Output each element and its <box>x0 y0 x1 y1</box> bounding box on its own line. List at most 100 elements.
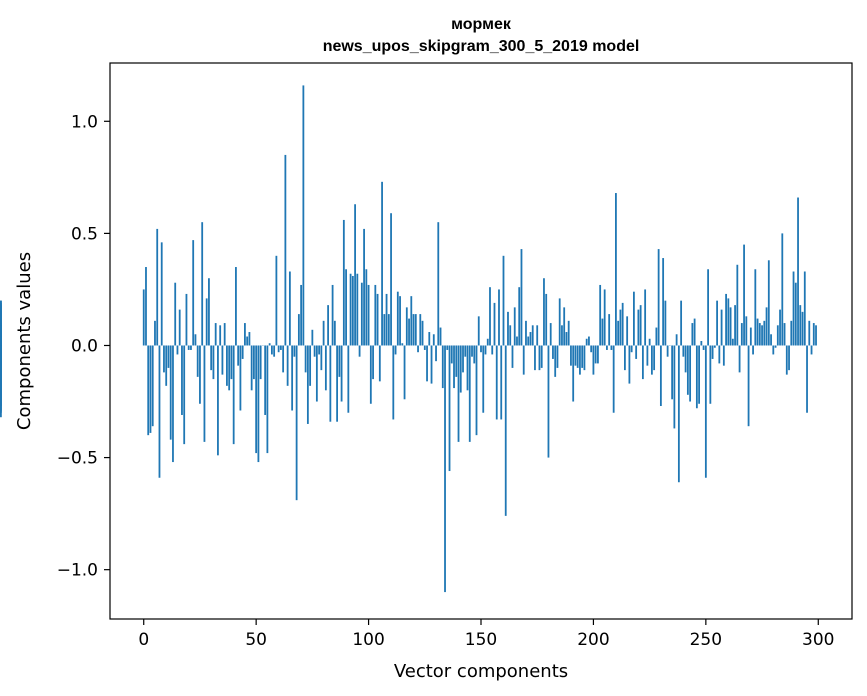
bar <box>563 307 566 346</box>
bar <box>610 345 613 350</box>
bar <box>655 327 658 346</box>
bar <box>199 345 201 404</box>
bar <box>457 345 460 442</box>
bar <box>552 345 554 359</box>
bar <box>808 320 811 346</box>
bar <box>788 345 790 371</box>
bar <box>682 345 685 357</box>
bar <box>208 278 210 346</box>
bar <box>619 309 622 346</box>
bar <box>646 345 649 366</box>
bar <box>671 345 674 400</box>
bar <box>781 233 784 346</box>
bar <box>779 309 781 346</box>
bar <box>756 318 759 346</box>
bar <box>430 345 433 384</box>
bar <box>453 345 455 389</box>
bar <box>244 323 246 346</box>
bar <box>650 345 653 375</box>
x-axis: 0 50 100 150 200 250 300 <box>138 619 834 650</box>
bar <box>214 323 217 346</box>
bar <box>273 345 276 357</box>
bar <box>666 345 669 357</box>
bar <box>691 323 694 346</box>
bar <box>812 323 815 346</box>
bar <box>349 273 352 346</box>
bar <box>426 345 428 382</box>
bar <box>536 325 539 346</box>
bar <box>608 314 611 346</box>
bar <box>383 314 386 346</box>
y-tick-label: −1.0 <box>57 561 98 581</box>
bar <box>770 334 772 346</box>
bar <box>181 345 183 415</box>
bar <box>644 289 647 346</box>
bar <box>738 345 741 373</box>
bar <box>154 320 156 346</box>
bar <box>561 325 563 346</box>
bar <box>270 345 273 355</box>
bar <box>579 345 581 375</box>
bar <box>581 345 584 368</box>
bar <box>502 255 505 346</box>
bar <box>333 320 336 346</box>
bar <box>491 345 494 355</box>
bar <box>713 345 716 348</box>
bar <box>174 282 177 346</box>
bar <box>486 338 489 346</box>
bar <box>567 320 570 346</box>
bar <box>543 278 545 346</box>
bar <box>302 85 305 346</box>
x-axis-label: Vector components <box>394 661 568 682</box>
bar <box>500 345 503 420</box>
bar <box>151 345 154 427</box>
bar <box>329 345 332 422</box>
bar <box>367 284 370 346</box>
bar <box>392 345 395 420</box>
bar <box>628 345 631 384</box>
bar <box>477 316 480 346</box>
bar <box>612 345 615 413</box>
y-tick-label: −0.5 <box>57 449 98 469</box>
bar <box>419 314 422 346</box>
chart-title: мормек <box>451 16 512 33</box>
bar <box>624 345 626 371</box>
bar <box>315 345 318 402</box>
y-tick-label: 0.0 <box>71 336 98 356</box>
bar <box>185 293 188 346</box>
bar <box>423 345 426 350</box>
bar <box>176 345 179 355</box>
bar <box>803 271 806 346</box>
bar <box>172 345 174 463</box>
bar <box>585 338 588 346</box>
bar <box>286 345 289 386</box>
bar <box>574 345 577 366</box>
bar <box>637 309 640 346</box>
bar <box>522 345 525 375</box>
bar <box>212 345 215 380</box>
bar <box>659 345 662 407</box>
bar <box>480 345 482 353</box>
bar <box>518 287 521 346</box>
bar <box>504 345 507 516</box>
bar <box>815 325 817 346</box>
bar <box>264 345 267 415</box>
bar <box>664 300 667 346</box>
bar <box>403 345 406 400</box>
bar <box>410 296 413 346</box>
bar <box>633 291 635 346</box>
bar <box>635 345 638 359</box>
bar <box>223 323 226 346</box>
bar <box>527 336 530 346</box>
bar <box>641 345 644 380</box>
bar <box>428 332 431 346</box>
bar <box>592 345 595 375</box>
bar <box>648 338 651 346</box>
bar <box>396 291 399 346</box>
bar <box>372 345 374 380</box>
bar <box>441 345 444 389</box>
bar <box>163 345 165 373</box>
bar <box>639 305 642 346</box>
bar <box>725 293 727 346</box>
